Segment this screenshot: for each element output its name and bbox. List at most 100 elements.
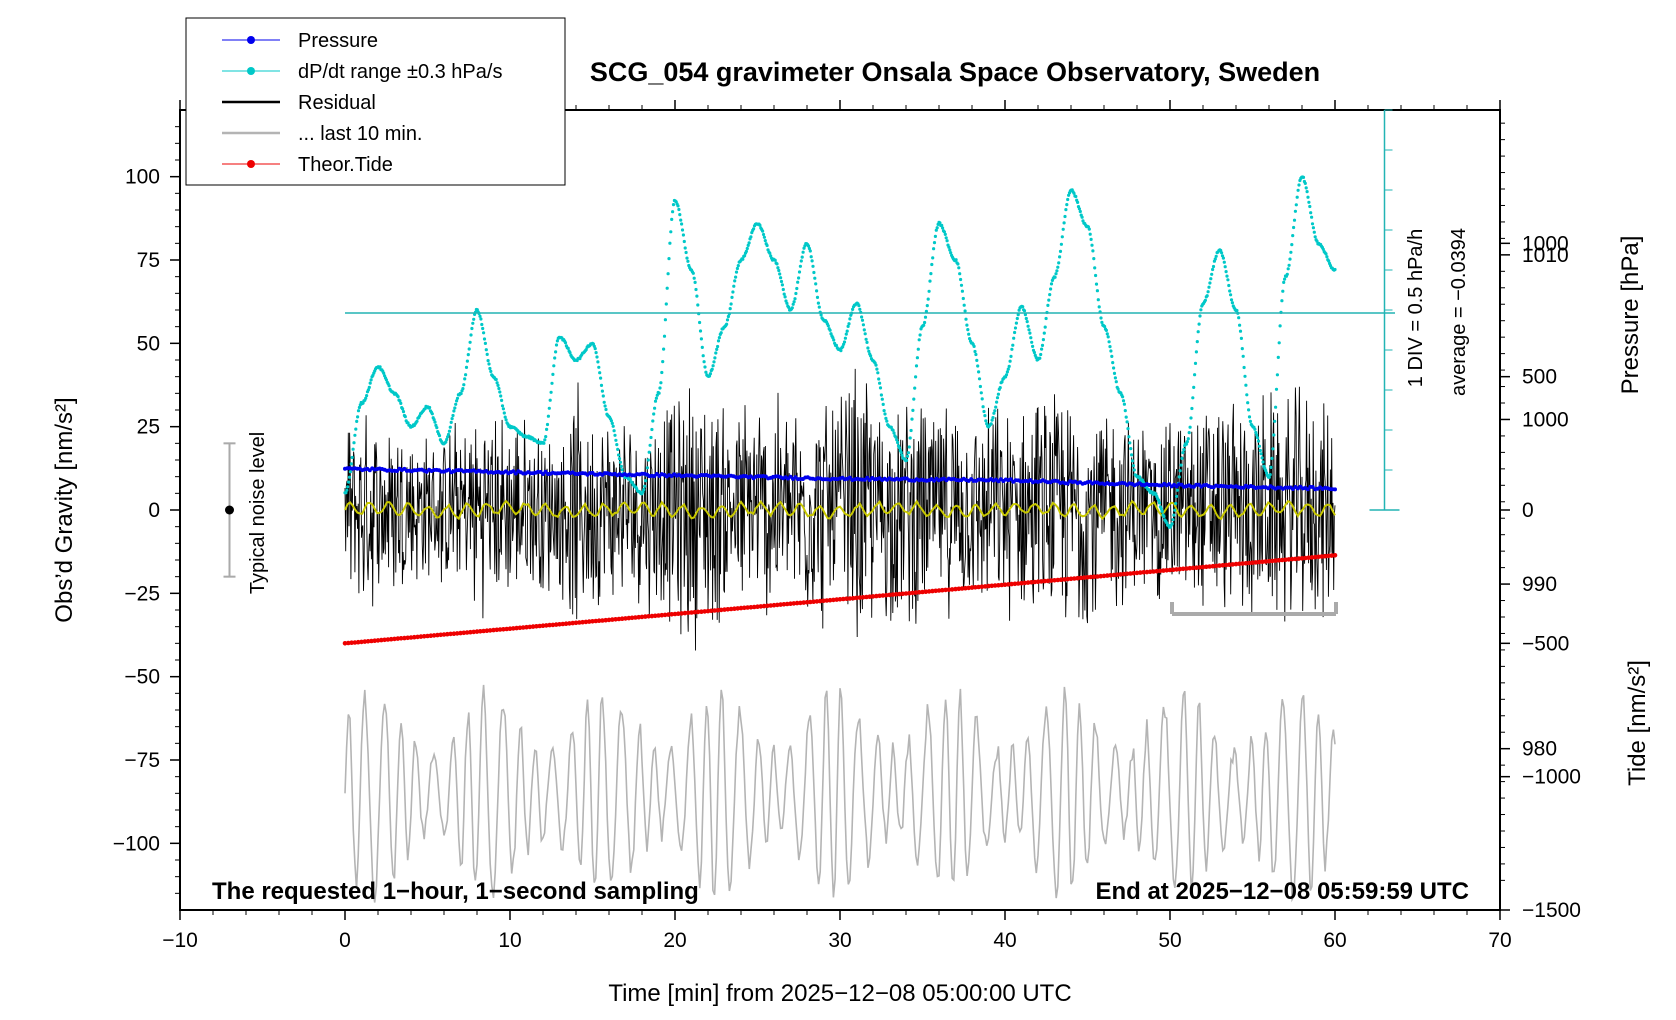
dpdt-point [744,249,749,253]
tide-point [1118,572,1123,577]
dpdt-point [979,391,983,395]
dpdt-point [879,393,884,397]
dpdt-point [947,245,951,249]
tide-point [1190,565,1196,571]
dpdt-div-scale [1369,109,1400,511]
dpdt-point [1058,255,1062,259]
tide-point [412,634,417,640]
tide-point [1091,574,1097,579]
dpdt-point [1056,265,1060,269]
pressure-tick-label: 980 [1522,738,1557,761]
tide-point [893,592,899,597]
tide-point [606,617,612,623]
dpdt-point [1248,419,1252,423]
tide-point [880,593,886,598]
dpdt-point [1282,280,1286,284]
dpdt-point [1293,209,1297,213]
dpdt-point [355,419,359,423]
dpdt-point [1270,456,1274,460]
dpdt-point [1213,257,1217,261]
dpdt-point [845,329,849,333]
dpdt-point [1289,250,1293,254]
dpdt-point [880,397,884,401]
dpdt-point [725,318,730,322]
tide-point [903,591,909,596]
tide-point [1032,579,1037,585]
tide-point [517,625,523,631]
tide-point [355,639,361,645]
dpdt-point [741,257,745,261]
dpdt-point [1126,427,1130,431]
dpdt-point [1107,340,1111,344]
dpdt-point [432,418,436,422]
dpdt-point [1325,255,1329,259]
dpdt-point [1246,401,1250,405]
average-label: average = −0.0394 [1448,228,1470,396]
tide-point [695,609,701,615]
dpdt-point [1287,263,1291,267]
dpdt-point [1129,447,1133,451]
dpdt-point [1030,340,1034,344]
noise-bar-center-dot [225,505,234,515]
tide-point [916,590,922,595]
tide-point [788,601,793,606]
dpdt-point [811,264,815,268]
dpdt-point [990,418,994,422]
tide-point [461,630,467,636]
dpdt-point [1054,272,1058,276]
dpdt-point [1111,361,1115,365]
dpdt-point [450,417,454,421]
dpdt-point [601,394,605,398]
last-10-min-series [344,684,1336,903]
tide-point [1194,565,1199,570]
tide-point [1081,575,1087,580]
dpdt-point [747,241,751,245]
dpdt-point [798,264,803,268]
dpdt-point [676,204,680,208]
dpdt-point [384,378,388,382]
noise-level-bar [223,442,236,578]
dpdt-point [472,317,476,321]
tide-point [976,584,981,590]
dpdt-point [941,226,945,230]
tide-point [1009,581,1014,587]
tide-point [728,606,734,612]
dpdt-point [923,315,928,319]
tide-point [365,639,371,644]
tide-point [454,631,460,636]
dpdt-point [1199,308,1203,312]
dpdt-point [848,317,852,321]
tide-point [936,588,942,593]
dpdt-point [843,336,848,340]
dpdt-point [479,317,483,321]
dpdt-point [451,413,455,418]
dpdt-point [925,304,929,308]
dpdt-point [1130,453,1134,457]
dpdt-point [881,402,885,406]
dpdt-point [1072,191,1076,195]
dpdt-point [1311,226,1315,230]
tide-point [540,623,546,628]
tide-point [1045,578,1051,584]
dpdt-point [736,264,740,268]
tide-point [352,640,358,645]
tide-point [672,611,678,617]
dpdt-point [860,315,864,319]
dpdt-point [787,305,791,309]
dpdt-point [1223,265,1227,269]
dpdt-point [745,246,749,251]
dpdt-point [471,321,475,325]
tide-point [870,594,876,599]
dpdt-point [924,309,929,313]
dpdt-point [1310,215,1314,219]
dpdt-point [351,447,355,451]
dpdt-series [343,175,1337,529]
tide-point [372,638,378,643]
dpdt-point [730,295,734,299]
dpdt-point [1015,316,1019,321]
tide-point [349,640,354,645]
dpdt-point [801,250,805,254]
dpdt-point [972,344,976,348]
dpdt-point [1159,507,1163,511]
dpdt-point [683,246,687,250]
